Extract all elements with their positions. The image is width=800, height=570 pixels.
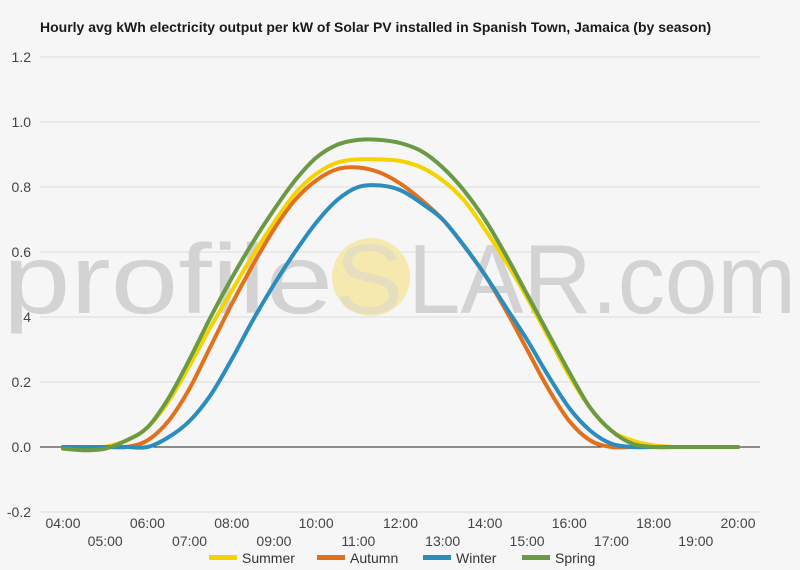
x-tick-label: 08:00 bbox=[214, 515, 249, 531]
watermark-text-left: profile bbox=[3, 224, 333, 334]
watermark-sun-icon bbox=[332, 238, 410, 316]
x-tick-label: 09:00 bbox=[256, 533, 291, 549]
x-tick-label: 14:00 bbox=[467, 515, 502, 531]
legend-item-spring[interactable]: Spring bbox=[522, 550, 595, 566]
legend-swatch bbox=[209, 555, 237, 560]
legend-label: Summer bbox=[242, 550, 295, 566]
x-tick-label: 13:00 bbox=[425, 533, 460, 549]
x-tick-label: 04:00 bbox=[45, 515, 80, 531]
y-tick-label: 0.4 bbox=[12, 309, 32, 325]
legend-label: Autumn bbox=[350, 550, 398, 566]
chart-title: Hourly avg kWh electricity output per kW… bbox=[40, 19, 712, 35]
legend-swatch bbox=[317, 555, 345, 560]
legend-swatch bbox=[522, 555, 550, 560]
x-tick-label: 20:00 bbox=[720, 515, 755, 531]
y-tick-label: -0.2 bbox=[7, 504, 31, 520]
series-line-spring bbox=[61, 137, 740, 453]
legend-item-winter[interactable]: Winter bbox=[423, 550, 497, 566]
x-tick-label: 07:00 bbox=[172, 533, 207, 549]
legend-swatch bbox=[423, 555, 451, 560]
y-tick-label: 1.2 bbox=[12, 49, 32, 65]
legend-label: Winter bbox=[456, 550, 497, 566]
x-tick-label: 05:00 bbox=[88, 533, 123, 549]
x-tick-label: 06:00 bbox=[130, 515, 165, 531]
x-tick-label: 12:00 bbox=[383, 515, 418, 531]
y-tick-label: 0.8 bbox=[12, 179, 32, 195]
legend-item-autumn[interactable]: Autumn bbox=[317, 550, 398, 566]
watermark: profile S LAR.com bbox=[3, 224, 796, 334]
y-tick-label: 0.6 bbox=[12, 244, 32, 260]
x-tick-label: 16:00 bbox=[552, 515, 587, 531]
series-line-summer bbox=[61, 157, 740, 453]
x-tick-label: 10:00 bbox=[299, 515, 334, 531]
x-tick-label: 18:00 bbox=[636, 515, 671, 531]
y-tick-label: 0.0 bbox=[12, 439, 32, 455]
x-tick-label: 19:00 bbox=[678, 533, 713, 549]
y-tick-label: 1.0 bbox=[12, 114, 32, 130]
legend-label: Spring bbox=[555, 550, 595, 566]
x-tick-label: 11:00 bbox=[341, 533, 375, 549]
legend-item-summer[interactable]: Summer bbox=[209, 550, 295, 566]
watermark-text-s: S bbox=[335, 224, 403, 334]
x-tick-label: 17:00 bbox=[594, 533, 629, 549]
y-tick-label: 0.2 bbox=[12, 374, 32, 390]
watermark-text-right: LAR.com bbox=[408, 224, 796, 334]
series-line-winter bbox=[61, 183, 740, 450]
x-tick-label: 15:00 bbox=[510, 533, 545, 549]
